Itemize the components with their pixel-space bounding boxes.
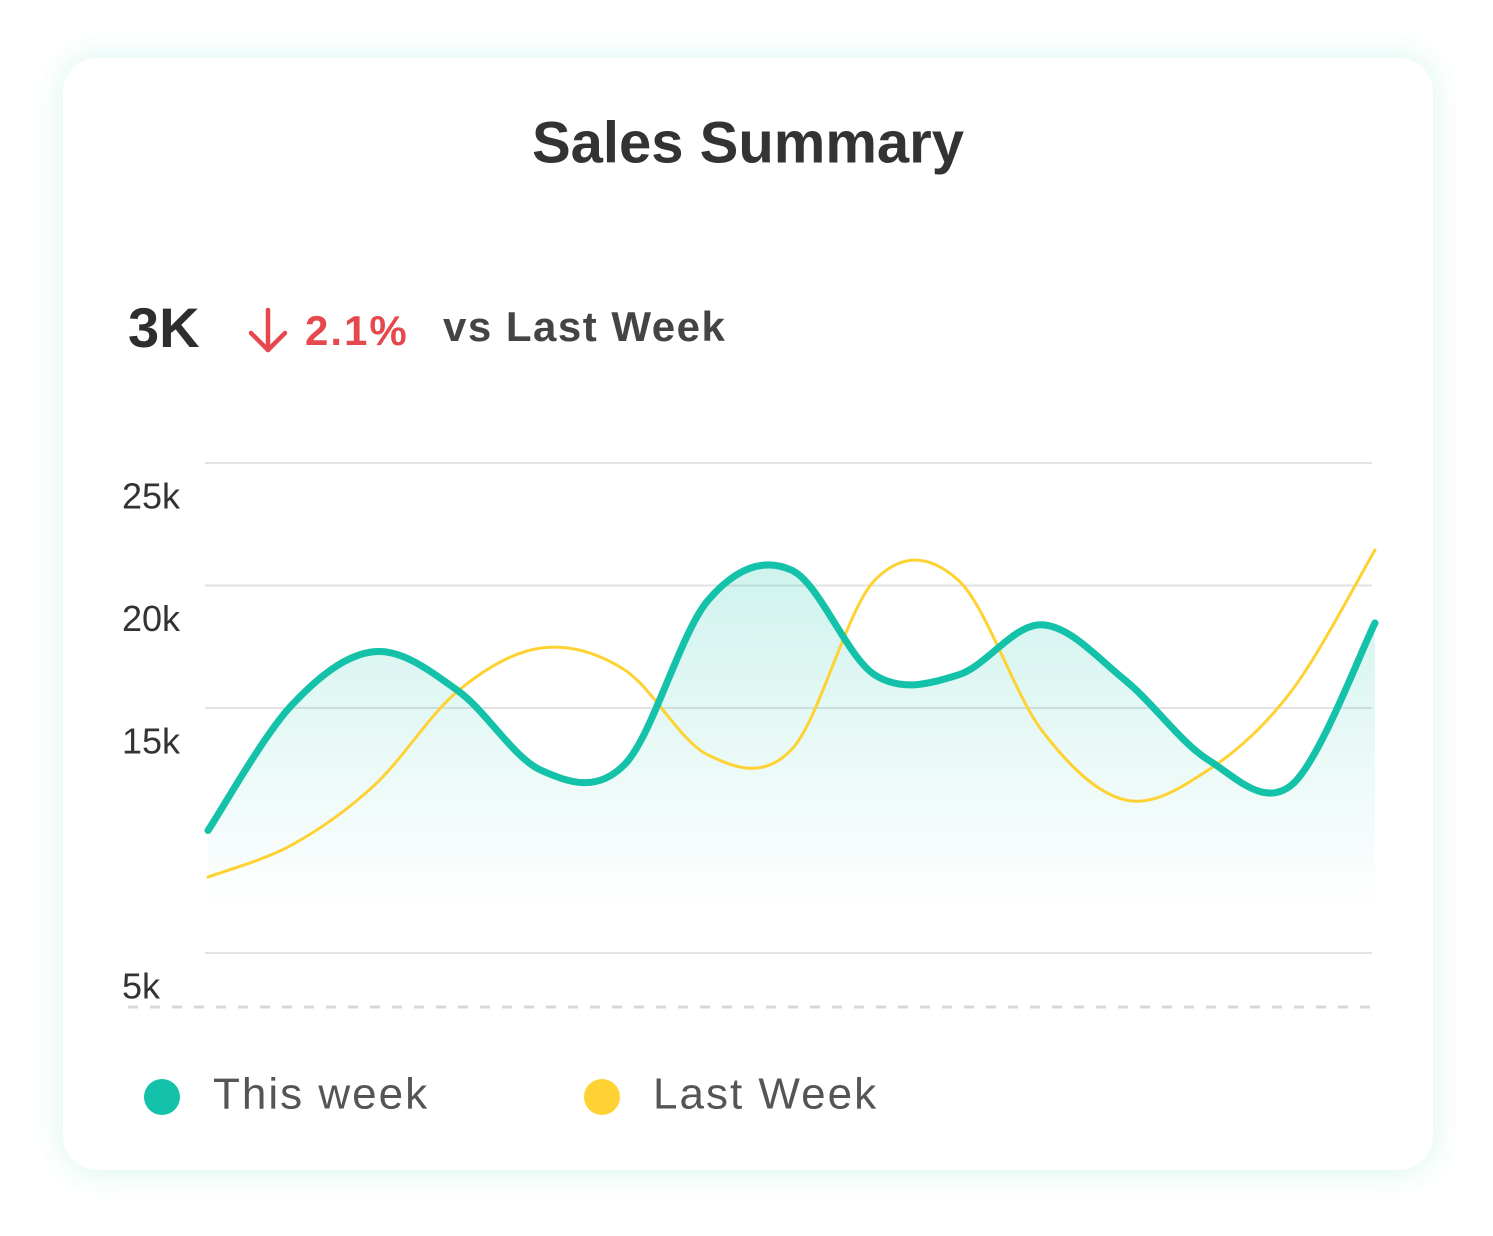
legend-label: Last Week	[653, 1070, 878, 1119]
legend-swatch	[144, 1079, 180, 1115]
legend: This week Last Week	[144, 1070, 878, 1119]
line	[206, 548, 1377, 879]
area	[208, 564, 1375, 912]
summary-change: 2.1%	[305, 307, 409, 354]
y-tick-label: 15k	[122, 721, 181, 762]
y-tick-label: 25k	[122, 476, 181, 517]
y-tick-label: 20k	[122, 598, 181, 639]
down-arrow	[248, 307, 288, 353]
y-tick-label: 5k	[122, 966, 161, 1007]
summary-value: 3K	[128, 296, 200, 359]
chart-title: Sales Summary	[532, 110, 964, 175]
legend-label: This week	[213, 1070, 429, 1119]
line	[204, 561, 1379, 834]
plot	[204, 548, 1379, 912]
summary-comparison: vs Last Week	[443, 303, 726, 350]
legend-swatch	[584, 1079, 620, 1115]
